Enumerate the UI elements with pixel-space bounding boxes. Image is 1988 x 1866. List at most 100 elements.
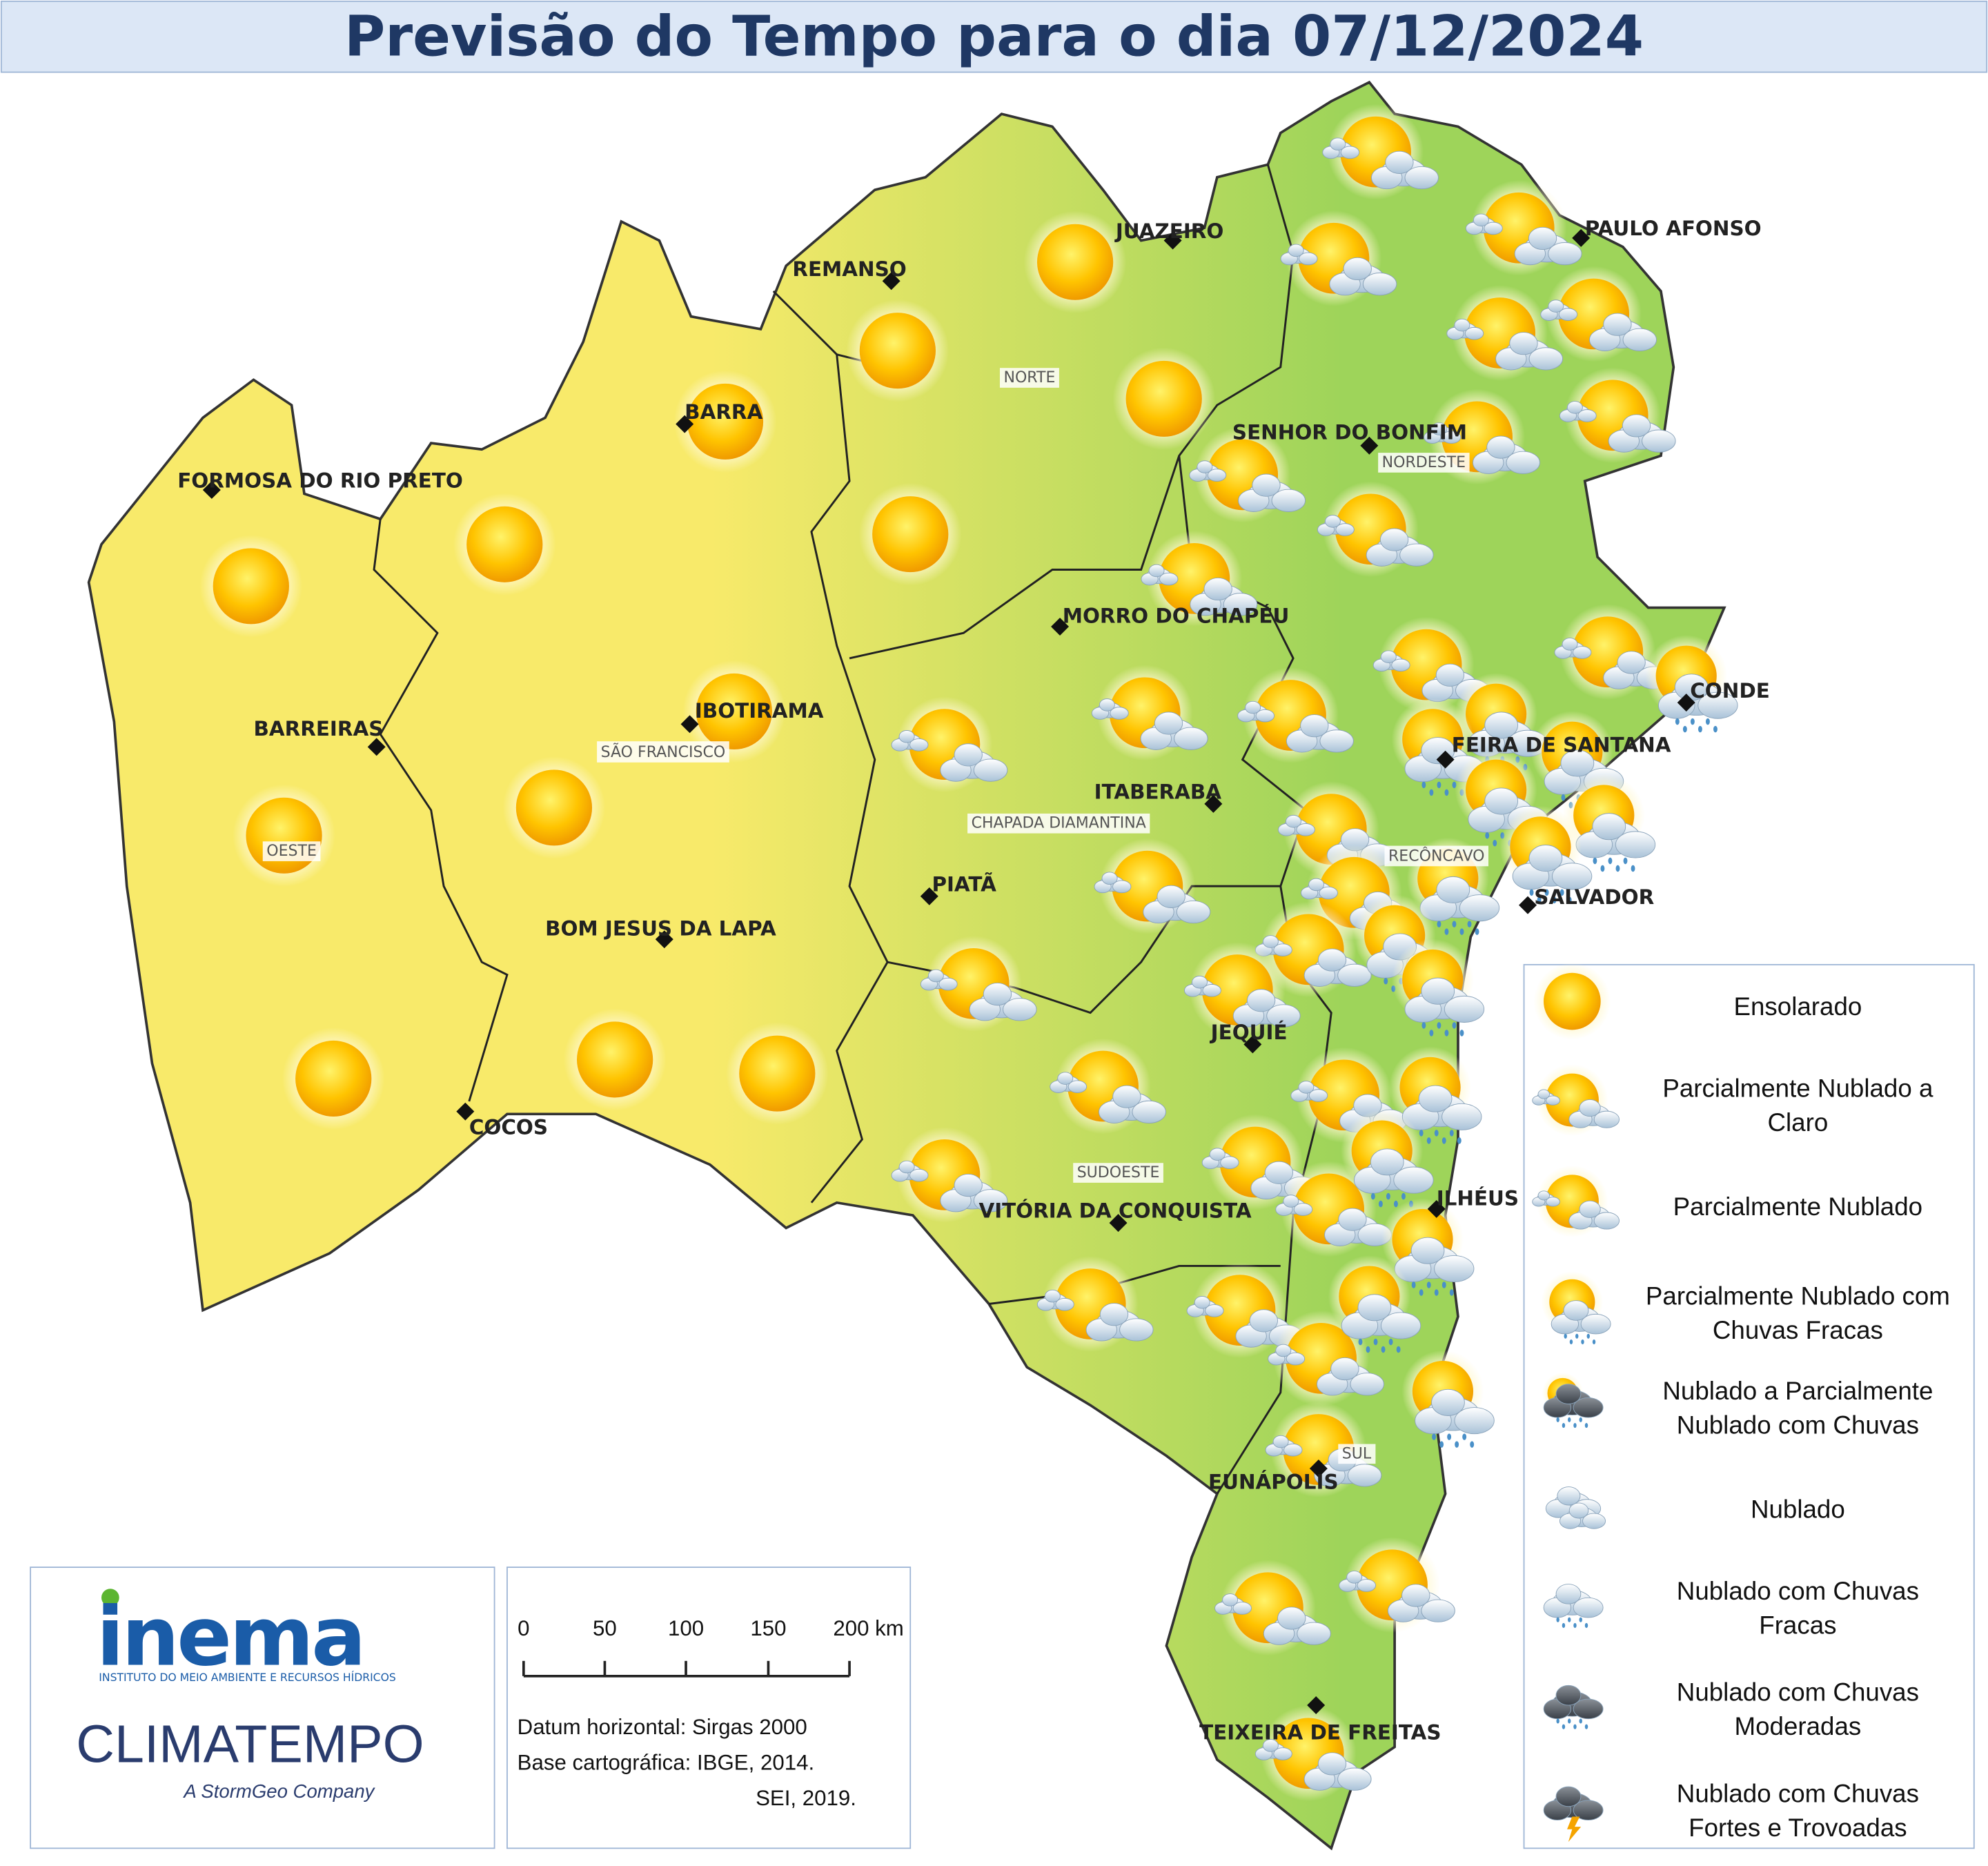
cloud bbox=[1380, 650, 1397, 663]
cloud bbox=[1300, 714, 1329, 738]
cloud bbox=[1330, 137, 1346, 151]
cloud bbox=[1572, 646, 1592, 659]
sun bbox=[696, 673, 772, 750]
rain-drop bbox=[1562, 1622, 1566, 1629]
cloud bbox=[1622, 414, 1651, 438]
sun bbox=[1036, 224, 1114, 300]
cloud bbox=[1436, 876, 1470, 903]
region-label: OESTE bbox=[266, 843, 317, 860]
cloud bbox=[927, 969, 944, 983]
cloud bbox=[938, 977, 958, 991]
legend-label: Nublado com Chuvas bbox=[1677, 1678, 1919, 1707]
cloud bbox=[1357, 1579, 1377, 1592]
rain-drop bbox=[1470, 1441, 1475, 1448]
rain-drop bbox=[1573, 1423, 1577, 1428]
region-label: CHAPADA DIAMANTINA bbox=[972, 815, 1146, 832]
weather-icon bbox=[1532, 1064, 1620, 1137]
weather-icon bbox=[1339, 1537, 1455, 1633]
cloud bbox=[1573, 1597, 1604, 1618]
legend-label: Nublado a Parcialmente bbox=[1662, 1377, 1933, 1405]
weather-icon bbox=[1328, 1255, 1421, 1353]
city-label: SENHOR DO BONFIM bbox=[1232, 421, 1467, 444]
cloud bbox=[1338, 1208, 1367, 1231]
weather-icon bbox=[1389, 1046, 1482, 1144]
rain-drop bbox=[1573, 1622, 1577, 1629]
cloud bbox=[1283, 1195, 1299, 1208]
sun bbox=[466, 506, 543, 582]
cloud bbox=[1528, 226, 1557, 251]
cloud bbox=[1548, 299, 1564, 313]
legend-label: Fracas bbox=[1759, 1611, 1836, 1639]
sun bbox=[872, 496, 949, 573]
rain-drop bbox=[1556, 1417, 1559, 1422]
cloud bbox=[1484, 787, 1518, 815]
city-marker bbox=[367, 738, 386, 756]
cloud bbox=[1174, 727, 1208, 750]
cloud bbox=[1346, 1571, 1363, 1584]
sun bbox=[687, 383, 764, 460]
rain-drop bbox=[1449, 1130, 1454, 1137]
rain-drop bbox=[1713, 725, 1718, 733]
weather-icon bbox=[1559, 367, 1676, 464]
legend-label: Claro bbox=[1767, 1108, 1828, 1137]
weather-icon bbox=[1268, 1310, 1384, 1406]
rain-drop bbox=[1421, 781, 1426, 789]
region-box bbox=[1384, 845, 1489, 867]
scale-note: Datum horizontal: Sirgas 2000 bbox=[518, 1715, 807, 1739]
weather-icon bbox=[1391, 939, 1485, 1037]
legend-label: Ensolarado bbox=[1733, 992, 1862, 1021]
cloud bbox=[1330, 1357, 1359, 1381]
weather-icon bbox=[199, 535, 303, 638]
weather-icon bbox=[453, 493, 556, 596]
cloud bbox=[1350, 1373, 1384, 1396]
weather-icon bbox=[1645, 635, 1738, 733]
rain-drop bbox=[1441, 1137, 1446, 1144]
cloud bbox=[1245, 700, 1261, 714]
weather-icon bbox=[1023, 210, 1127, 314]
rain-drop bbox=[1581, 1339, 1584, 1345]
rain-drop bbox=[1449, 1289, 1454, 1296]
cloud bbox=[1484, 711, 1518, 739]
weather-icon bbox=[1542, 1373, 1604, 1428]
rain-drop bbox=[1584, 1622, 1588, 1629]
legend-label: Parcialmente Nublado com bbox=[1646, 1281, 1950, 1310]
cloud bbox=[1293, 1203, 1313, 1216]
city-marker bbox=[680, 715, 699, 734]
cloud bbox=[1223, 593, 1258, 616]
sun bbox=[295, 1040, 372, 1117]
weather-icon bbox=[1254, 901, 1372, 998]
cloud bbox=[1044, 1289, 1061, 1303]
cloud bbox=[1335, 523, 1355, 536]
rain-drop bbox=[1434, 1130, 1439, 1137]
scale-label: 0 bbox=[518, 1616, 529, 1640]
weather-icon bbox=[1265, 1402, 1382, 1497]
city-label: COCOS bbox=[469, 1116, 548, 1139]
rain-drop bbox=[1447, 1433, 1452, 1440]
rain-drop bbox=[1444, 789, 1449, 796]
cloud bbox=[1357, 1294, 1392, 1322]
cloud bbox=[1379, 528, 1409, 551]
weather-icon bbox=[1545, 1486, 1606, 1529]
sun bbox=[1544, 972, 1601, 1030]
cloud bbox=[1297, 1622, 1331, 1645]
cloud bbox=[1275, 1344, 1292, 1357]
weather-icon bbox=[1275, 1161, 1392, 1257]
city-label: IBOTIRAMA bbox=[695, 699, 824, 723]
city-label: SALVADOR bbox=[1534, 885, 1654, 909]
logo: inema bbox=[97, 1589, 364, 1684]
cloud bbox=[1112, 880, 1132, 894]
rain-drop bbox=[1437, 781, 1441, 789]
cloud bbox=[1393, 1166, 1434, 1194]
weather-icon bbox=[1499, 805, 1593, 904]
cloud bbox=[1298, 1081, 1315, 1094]
city-label: FEIRA DE SANTANA bbox=[1452, 734, 1671, 757]
rain-drop bbox=[1568, 1718, 1571, 1724]
scale-label: 150 bbox=[750, 1616, 786, 1640]
weather-icon bbox=[891, 696, 1008, 793]
rain-drop bbox=[1452, 921, 1457, 927]
rain-drop bbox=[1592, 1339, 1596, 1345]
rain-drop bbox=[1455, 1441, 1459, 1448]
legend-label: Moderadas bbox=[1735, 1712, 1862, 1740]
cloud bbox=[1308, 1089, 1328, 1102]
